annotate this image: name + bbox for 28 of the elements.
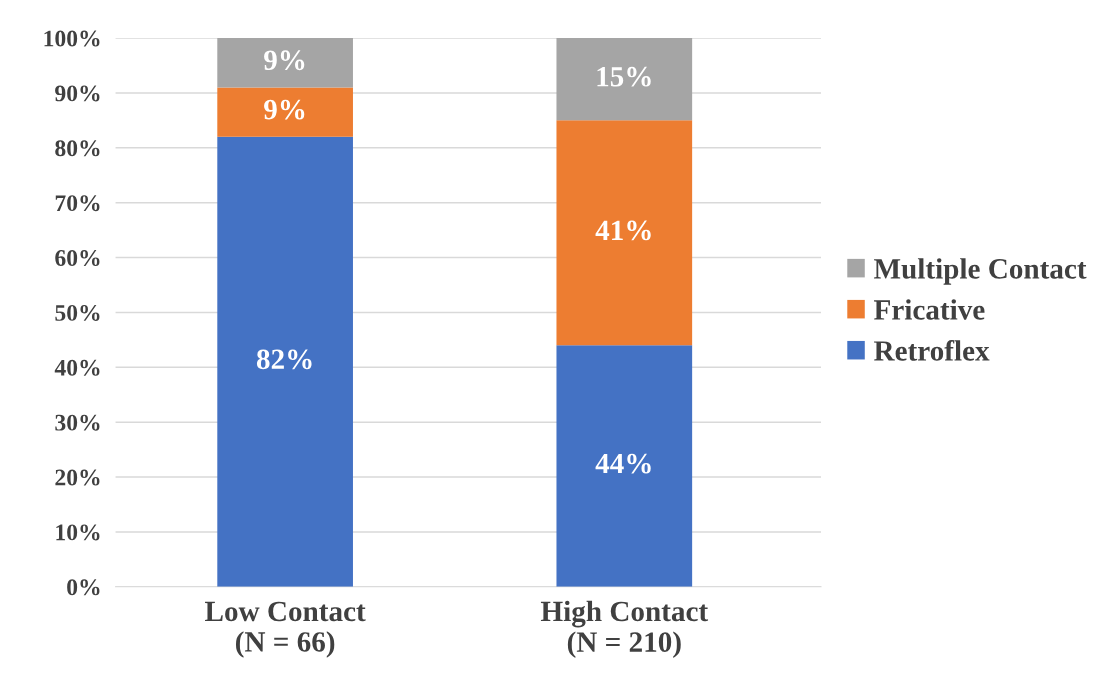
- y-tick-label: 40%: [54, 359, 100, 376]
- y-tick-label: 60%: [55, 250, 100, 267]
- x-tick-label: Low Contact (N = 66): [205, 601, 366, 658]
- legend-label: Fricative: [874, 299, 985, 320]
- data-label: 44%: [595, 453, 651, 474]
- data-label: 41%: [595, 220, 651, 241]
- data-label: 9%: [264, 50, 305, 71]
- y-tick-label: 80%: [55, 140, 100, 157]
- bar: [217, 38, 353, 88]
- legend-label: Multiple Contact: [874, 258, 1087, 285]
- data-label: 9%: [264, 99, 305, 120]
- y-tick-label: 90%: [55, 85, 100, 102]
- bar: [556, 38, 693, 121]
- x-tick-label: High Contact (N = 210): [540, 600, 709, 658]
- y-tick-label: 70%: [55, 195, 100, 212]
- bar: [217, 136, 353, 587]
- y-tick-label: 100%: [44, 30, 100, 47]
- y-tick-label: 20%: [55, 469, 100, 486]
- bar: [217, 87, 353, 137]
- y-tick-label: 0%: [67, 579, 100, 596]
- data-label: 82%: [256, 349, 312, 370]
- y-tick-label: 30%: [55, 414, 100, 431]
- legend-label: Retroflex: [874, 339, 990, 361]
- data-label: 15%: [597, 66, 651, 87]
- y-tick-label: 50%: [55, 304, 100, 321]
- y-tick-label: 10%: [56, 524, 100, 541]
- bar: [556, 345, 693, 587]
- bar: [556, 120, 693, 346]
